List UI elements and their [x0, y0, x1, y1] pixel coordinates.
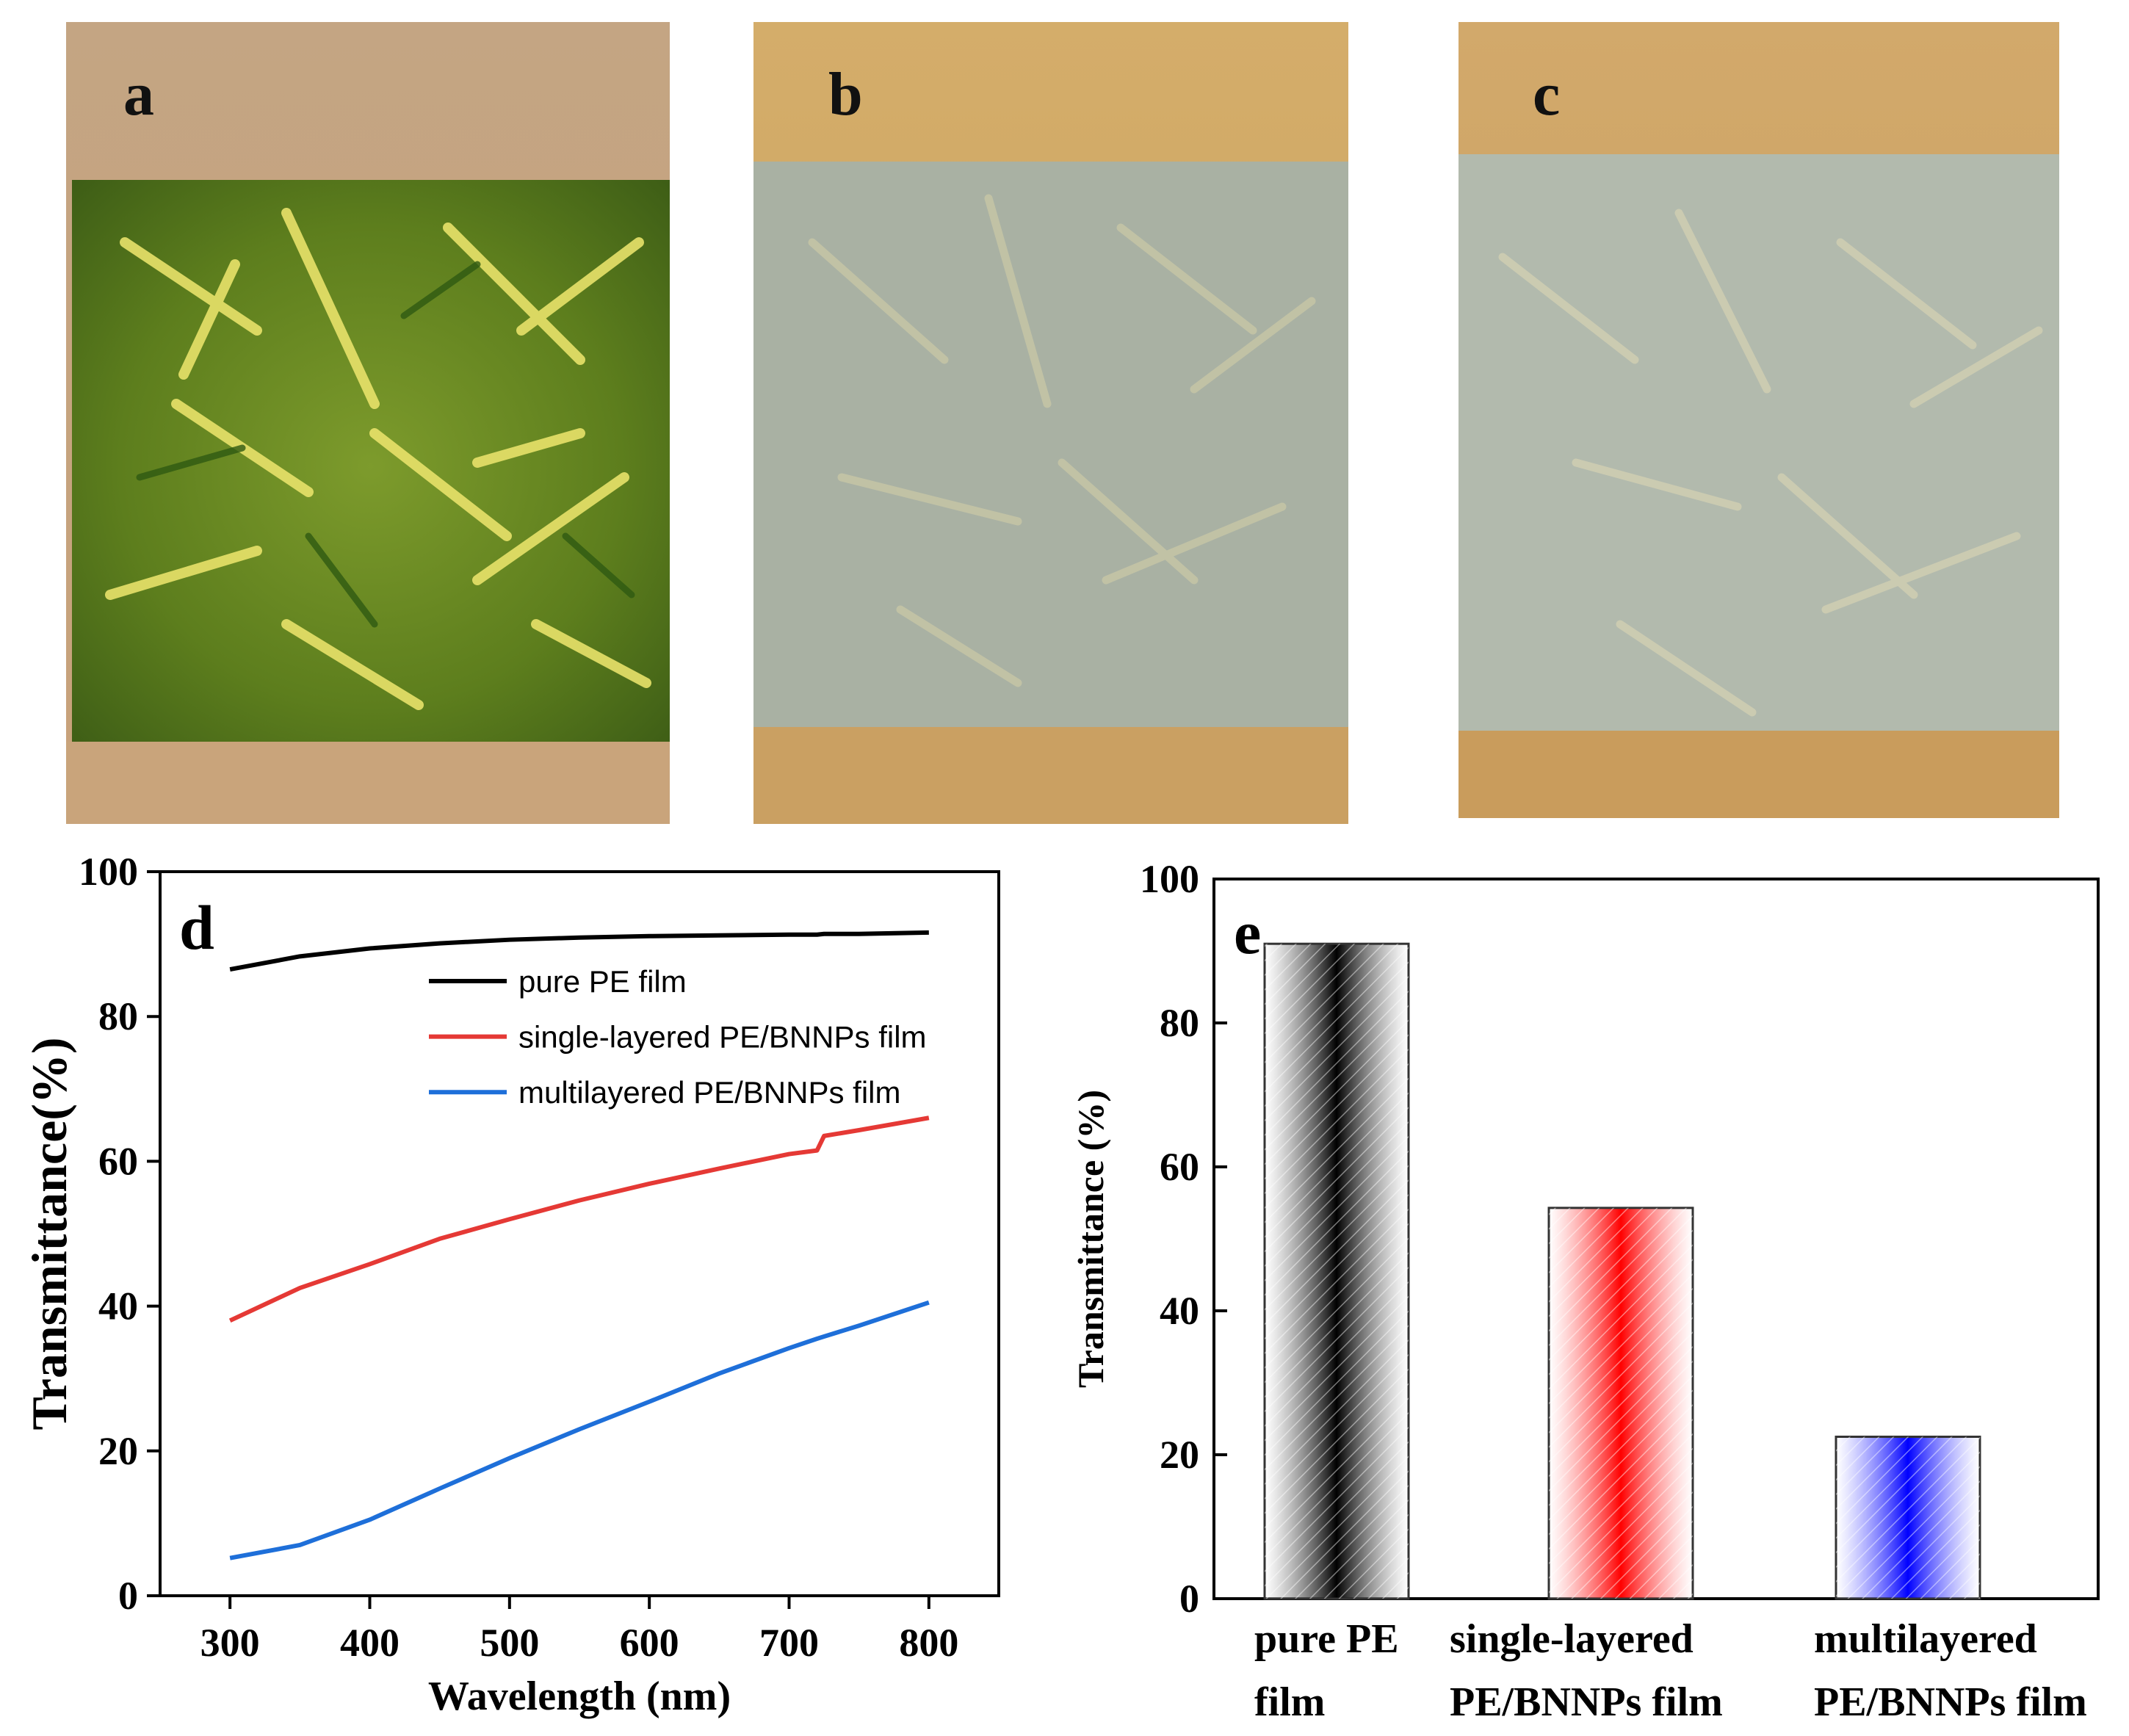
chart-d-ytick-label: 40	[98, 1284, 138, 1328]
chart-d-ytick-label: 80	[98, 994, 138, 1038]
chart-d-xtick-label: 700	[759, 1621, 819, 1665]
chart-d-ytick-label: 20	[98, 1429, 138, 1473]
chart-e-category-label: film	[1254, 1679, 1325, 1725]
chart-e-panel-label: e	[1234, 899, 1261, 967]
chart-d-ytick-label: 60	[98, 1139, 138, 1183]
photo-a	[66, 22, 670, 824]
chart-e-ytick-label: 80	[1160, 1001, 1199, 1045]
photo-c-image	[1459, 22, 2059, 818]
chart-e-bar	[1263, 942, 1410, 1600]
chart-e-category-label: PE/BNNPs film	[1814, 1679, 2087, 1725]
chart-d-series-line	[228, 1115, 930, 1323]
chart-e-ytick-label: 100	[1140, 857, 1199, 901]
panel-label-b: b	[828, 60, 863, 129]
chart-d-xtick-label: 800	[899, 1621, 958, 1665]
chart-d-series-line	[229, 1300, 930, 1560]
photo-b-image	[753, 22, 1348, 824]
chart-e-ytick-label: 60	[1160, 1145, 1199, 1189]
chart-e-category-label: pure PE	[1254, 1616, 1399, 1662]
chart-d-panel-label: d	[179, 892, 214, 963]
photo-b	[753, 22, 1348, 824]
chart-e-bar-hatch	[1265, 944, 1409, 1599]
panel-label-c: c	[1533, 60, 1561, 129]
chart-e-category-label: multilayered	[1814, 1616, 2037, 1662]
chart-d-series-line	[229, 930, 929, 972]
chart-e-ytick-label: 40	[1160, 1289, 1199, 1333]
chart-e-bar	[1547, 1207, 1694, 1600]
chart-e-ytick-label: 0	[1179, 1577, 1199, 1621]
chart-d-ytick-label: 0	[118, 1574, 138, 1618]
chart-d-legend-label: single-layered PE/BNNPs film	[518, 1020, 927, 1055]
chart-d-xtick-label: 400	[340, 1621, 400, 1665]
chart-e-category-label: single-layered	[1450, 1616, 1694, 1662]
chart-d-xtick-label: 500	[480, 1621, 539, 1665]
chart-d-xlabel: Wavelength (nm)	[428, 1674, 731, 1719]
photo-c	[1459, 22, 2059, 818]
chart-d-ylabel: Transmittance(%)	[21, 1037, 77, 1430]
chart-d-xtick-label: 600	[620, 1621, 679, 1665]
chart-d-ytick-label: 100	[79, 850, 138, 894]
chart-e-category-label: PE/BNNPs film	[1450, 1679, 1723, 1725]
chart-e-frame	[1212, 878, 2100, 1600]
chart-d-legend-label: pure PE film	[518, 964, 687, 999]
panel-label-a: a	[123, 60, 154, 129]
chart-d-frame	[159, 870, 1000, 1597]
photo-a-image	[66, 22, 670, 824]
chart-d-legend-label: multilayered PE/BNNPs film	[518, 1075, 900, 1110]
chart-d-xtick-label: 300	[200, 1621, 260, 1665]
chart-e-ytick-label: 20	[1160, 1433, 1199, 1477]
chart-e-bar	[1835, 1436, 1981, 1600]
chart-e-ylabel: Transmittance (%)	[1070, 1090, 1111, 1388]
chart-e-bar-hatch	[1549, 1207, 1693, 1599]
chart-e-bar-hatch	[1836, 1436, 1980, 1599]
